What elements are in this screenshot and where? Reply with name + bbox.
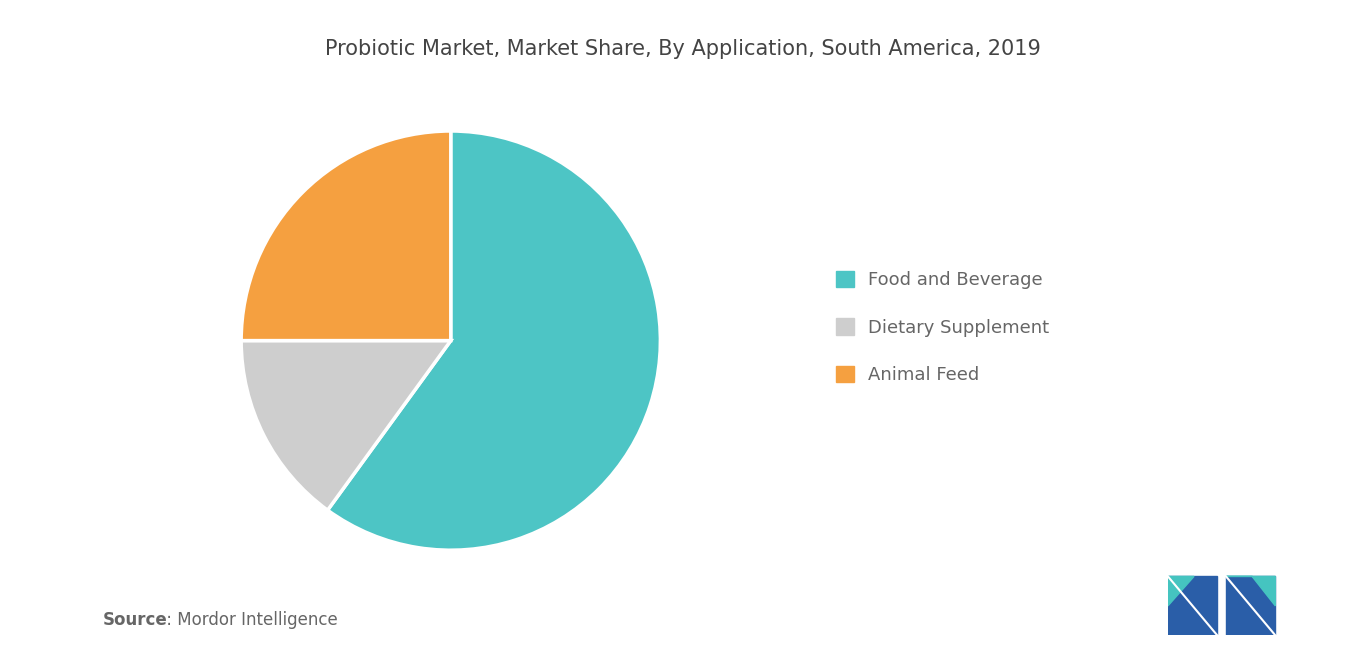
Wedge shape — [328, 131, 660, 550]
Bar — [1168, 576, 1217, 635]
Wedge shape — [242, 131, 451, 341]
Text: : Mordor Intelligence: : Mordor Intelligence — [161, 611, 337, 629]
Bar — [1227, 576, 1276, 635]
Wedge shape — [242, 341, 451, 510]
Text: Probiotic Market, Market Share, By Application, South America, 2019: Probiotic Market, Market Share, By Appli… — [325, 39, 1041, 60]
Legend: Food and Beverage, Dietary Supplement, Animal Feed: Food and Beverage, Dietary Supplement, A… — [829, 264, 1057, 391]
Polygon shape — [1227, 576, 1276, 606]
Polygon shape — [1168, 576, 1194, 606]
Text: Source: Source — [102, 611, 167, 629]
